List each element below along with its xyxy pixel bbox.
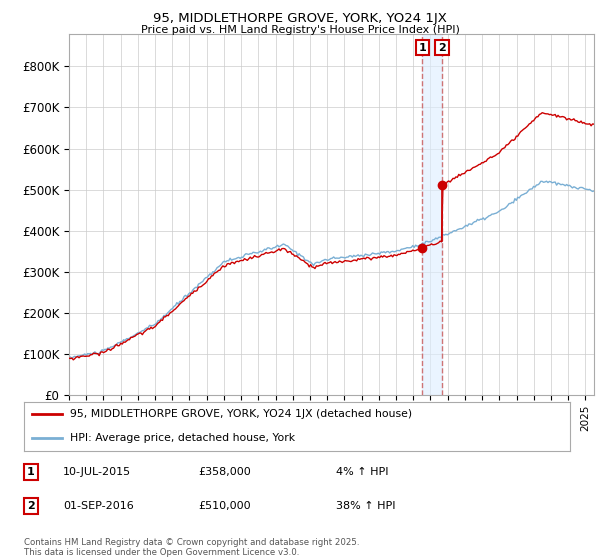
Text: 1: 1 <box>27 467 35 477</box>
Text: Price paid vs. HM Land Registry's House Price Index (HPI): Price paid vs. HM Land Registry's House … <box>140 25 460 35</box>
Bar <box>422 34 442 395</box>
Text: 95, MIDDLETHORPE GROVE, YORK, YO24 1JX: 95, MIDDLETHORPE GROVE, YORK, YO24 1JX <box>153 12 447 25</box>
Text: £510,000: £510,000 <box>198 501 251 511</box>
Text: 4% ↑ HPI: 4% ↑ HPI <box>336 467 389 477</box>
Text: 01-SEP-2016: 01-SEP-2016 <box>63 501 134 511</box>
Text: 95, MIDDLETHORPE GROVE, YORK, YO24 1JX (detached house): 95, MIDDLETHORPE GROVE, YORK, YO24 1JX (… <box>70 409 413 419</box>
Text: 2: 2 <box>438 43 446 53</box>
Text: £358,000: £358,000 <box>198 467 251 477</box>
Text: HPI: Average price, detached house, York: HPI: Average price, detached house, York <box>70 433 296 444</box>
Text: 10-JUL-2015: 10-JUL-2015 <box>63 467 131 477</box>
Text: Contains HM Land Registry data © Crown copyright and database right 2025.
This d: Contains HM Land Registry data © Crown c… <box>24 538 359 557</box>
Text: 38% ↑ HPI: 38% ↑ HPI <box>336 501 395 511</box>
Text: 1: 1 <box>419 43 426 53</box>
Text: 2: 2 <box>27 501 35 511</box>
